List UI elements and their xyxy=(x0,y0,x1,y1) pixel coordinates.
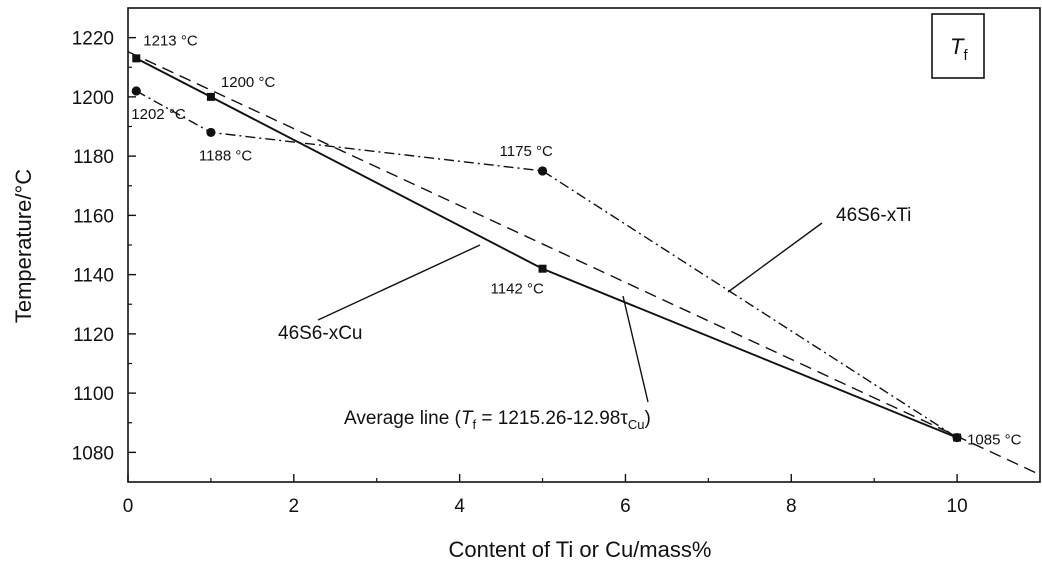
series-line-46s6-xcu xyxy=(135,57,958,439)
data-point-circle xyxy=(952,432,962,443)
x-tick-label: 2 xyxy=(289,496,300,517)
average-line-equation-sub: Cu xyxy=(628,417,645,432)
tf-badge: Tf xyxy=(931,13,985,79)
data-label: 1202 °C xyxy=(131,106,186,123)
y-tick-label: 1080 xyxy=(72,443,114,464)
data-point-circle xyxy=(537,166,548,176)
callout-leader-line xyxy=(622,295,649,403)
data-point-square xyxy=(206,92,215,101)
data-label-layer: 1213 °C 1200 °C 1142 °C 1085 °C 1202 °C 1188 … xyxy=(131,32,1021,448)
data-point-circle xyxy=(131,86,141,96)
average-line-label: Average line (Tf = 1215.26-12.98τCu) xyxy=(344,408,651,432)
data-label: 1085 °C xyxy=(967,432,1022,449)
y-tick-label: 1160 xyxy=(73,206,114,227)
series-line-46s6-xti xyxy=(135,90,958,439)
y-tick-label: 1140 xyxy=(73,266,114,287)
data-label: 1142 °C xyxy=(491,281,544,298)
data-label: 1188 °C xyxy=(199,147,252,164)
x-tick-label: 0 xyxy=(123,496,134,517)
y-axis-ticks: 1080 1100 1120 1140 1160 1180 1200 1220 xyxy=(72,29,136,464)
callout-leader-line xyxy=(317,244,481,321)
x-axis-title: Content of Ti or Cu/mass% xyxy=(449,537,712,562)
callout-layer xyxy=(317,222,823,403)
series-line-average-line xyxy=(127,51,1041,476)
average-line-equation: = 1215.26-12.98τ xyxy=(476,408,628,429)
series-layer xyxy=(127,51,1041,476)
data-label: 1175 °C xyxy=(500,143,553,160)
y-tick-label: 1120 xyxy=(73,325,114,346)
callout-leader-line xyxy=(727,222,823,293)
x-tick-label: 8 xyxy=(786,496,797,517)
tf-badge-text: Tf xyxy=(950,34,968,64)
data-label: 1213 °C xyxy=(143,32,198,49)
tf-badge-symbol: T xyxy=(950,34,965,59)
x-axis-ticks: 0 2 4 6 8 10 xyxy=(123,474,968,517)
y-tick-label: 1180 xyxy=(73,147,114,168)
y-tick-label: 1100 xyxy=(73,384,114,405)
tf-badge-box xyxy=(931,13,985,79)
series-label-46s6-xti: 46S6-xTi xyxy=(836,205,911,226)
y-axis-title: Temperature/°C xyxy=(11,169,36,323)
data-point-square xyxy=(132,54,141,63)
data-point-circle xyxy=(206,127,216,138)
data-label: 1200 °C xyxy=(221,74,276,91)
y-tick-label: 1200 xyxy=(72,88,114,109)
average-line-suffix: ) xyxy=(644,408,650,429)
data-point-square xyxy=(538,264,547,273)
average-line-symbol: T xyxy=(461,408,474,429)
y-tick-label: 1220 xyxy=(72,29,114,50)
x-tick-label: 4 xyxy=(454,496,465,517)
tf-badge-subscript: f xyxy=(963,47,968,64)
x-tick-label: 10 xyxy=(947,496,968,517)
series-label-46s6-xcu: 46S6-xCu xyxy=(278,323,363,344)
x-tick-label: 6 xyxy=(620,496,631,517)
marker-layer xyxy=(131,54,962,443)
average-line-symbol-sub: f xyxy=(473,417,477,432)
average-line-prefix: Average line ( xyxy=(344,408,462,429)
